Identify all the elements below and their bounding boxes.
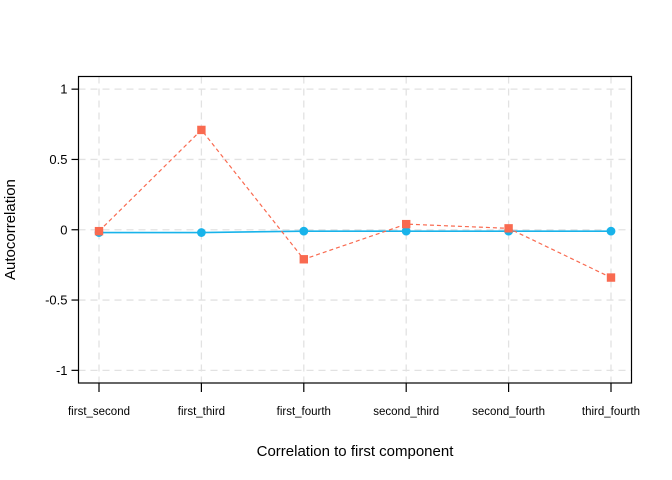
data-point-square <box>504 224 513 233</box>
y-tick-label: -1 <box>56 363 68 378</box>
x-tick-label: first_second <box>68 406 130 418</box>
series-red-squares-dashed <box>94 125 616 282</box>
x-tick-label: third_fourth <box>582 406 640 418</box>
y-tick-label: -0.5 <box>45 293 67 308</box>
data-point-square <box>94 226 104 236</box>
data-point-circle <box>401 226 411 236</box>
x-tick-label: first_third <box>178 406 225 418</box>
data-point-circle <box>197 228 206 237</box>
y-tick-label: 0 <box>60 222 67 237</box>
x-tick-label: first_fourth <box>277 406 331 418</box>
data-point-circle <box>606 226 616 236</box>
data-point-square <box>197 125 206 135</box>
axes: -1 -0.5 0 0.5 1 first_second first_third first_… <box>45 75 640 418</box>
x-tick-label: second_third <box>373 406 439 418</box>
y-tick-label: 0.5 <box>49 152 67 167</box>
x-tick-label: second_fourth <box>472 406 545 418</box>
data-point-square <box>606 273 616 282</box>
x-axis-title: Correlation to first component <box>256 443 454 460</box>
y-axis-title: Autocorrelation <box>2 179 19 281</box>
series-cyan-circles-solid <box>94 226 616 237</box>
gridlines <box>78 76 632 383</box>
data-point-circle <box>299 226 309 236</box>
data-point-square <box>299 255 308 264</box>
y-tick-label: 1 <box>60 82 67 97</box>
data-point-square <box>402 219 411 229</box>
